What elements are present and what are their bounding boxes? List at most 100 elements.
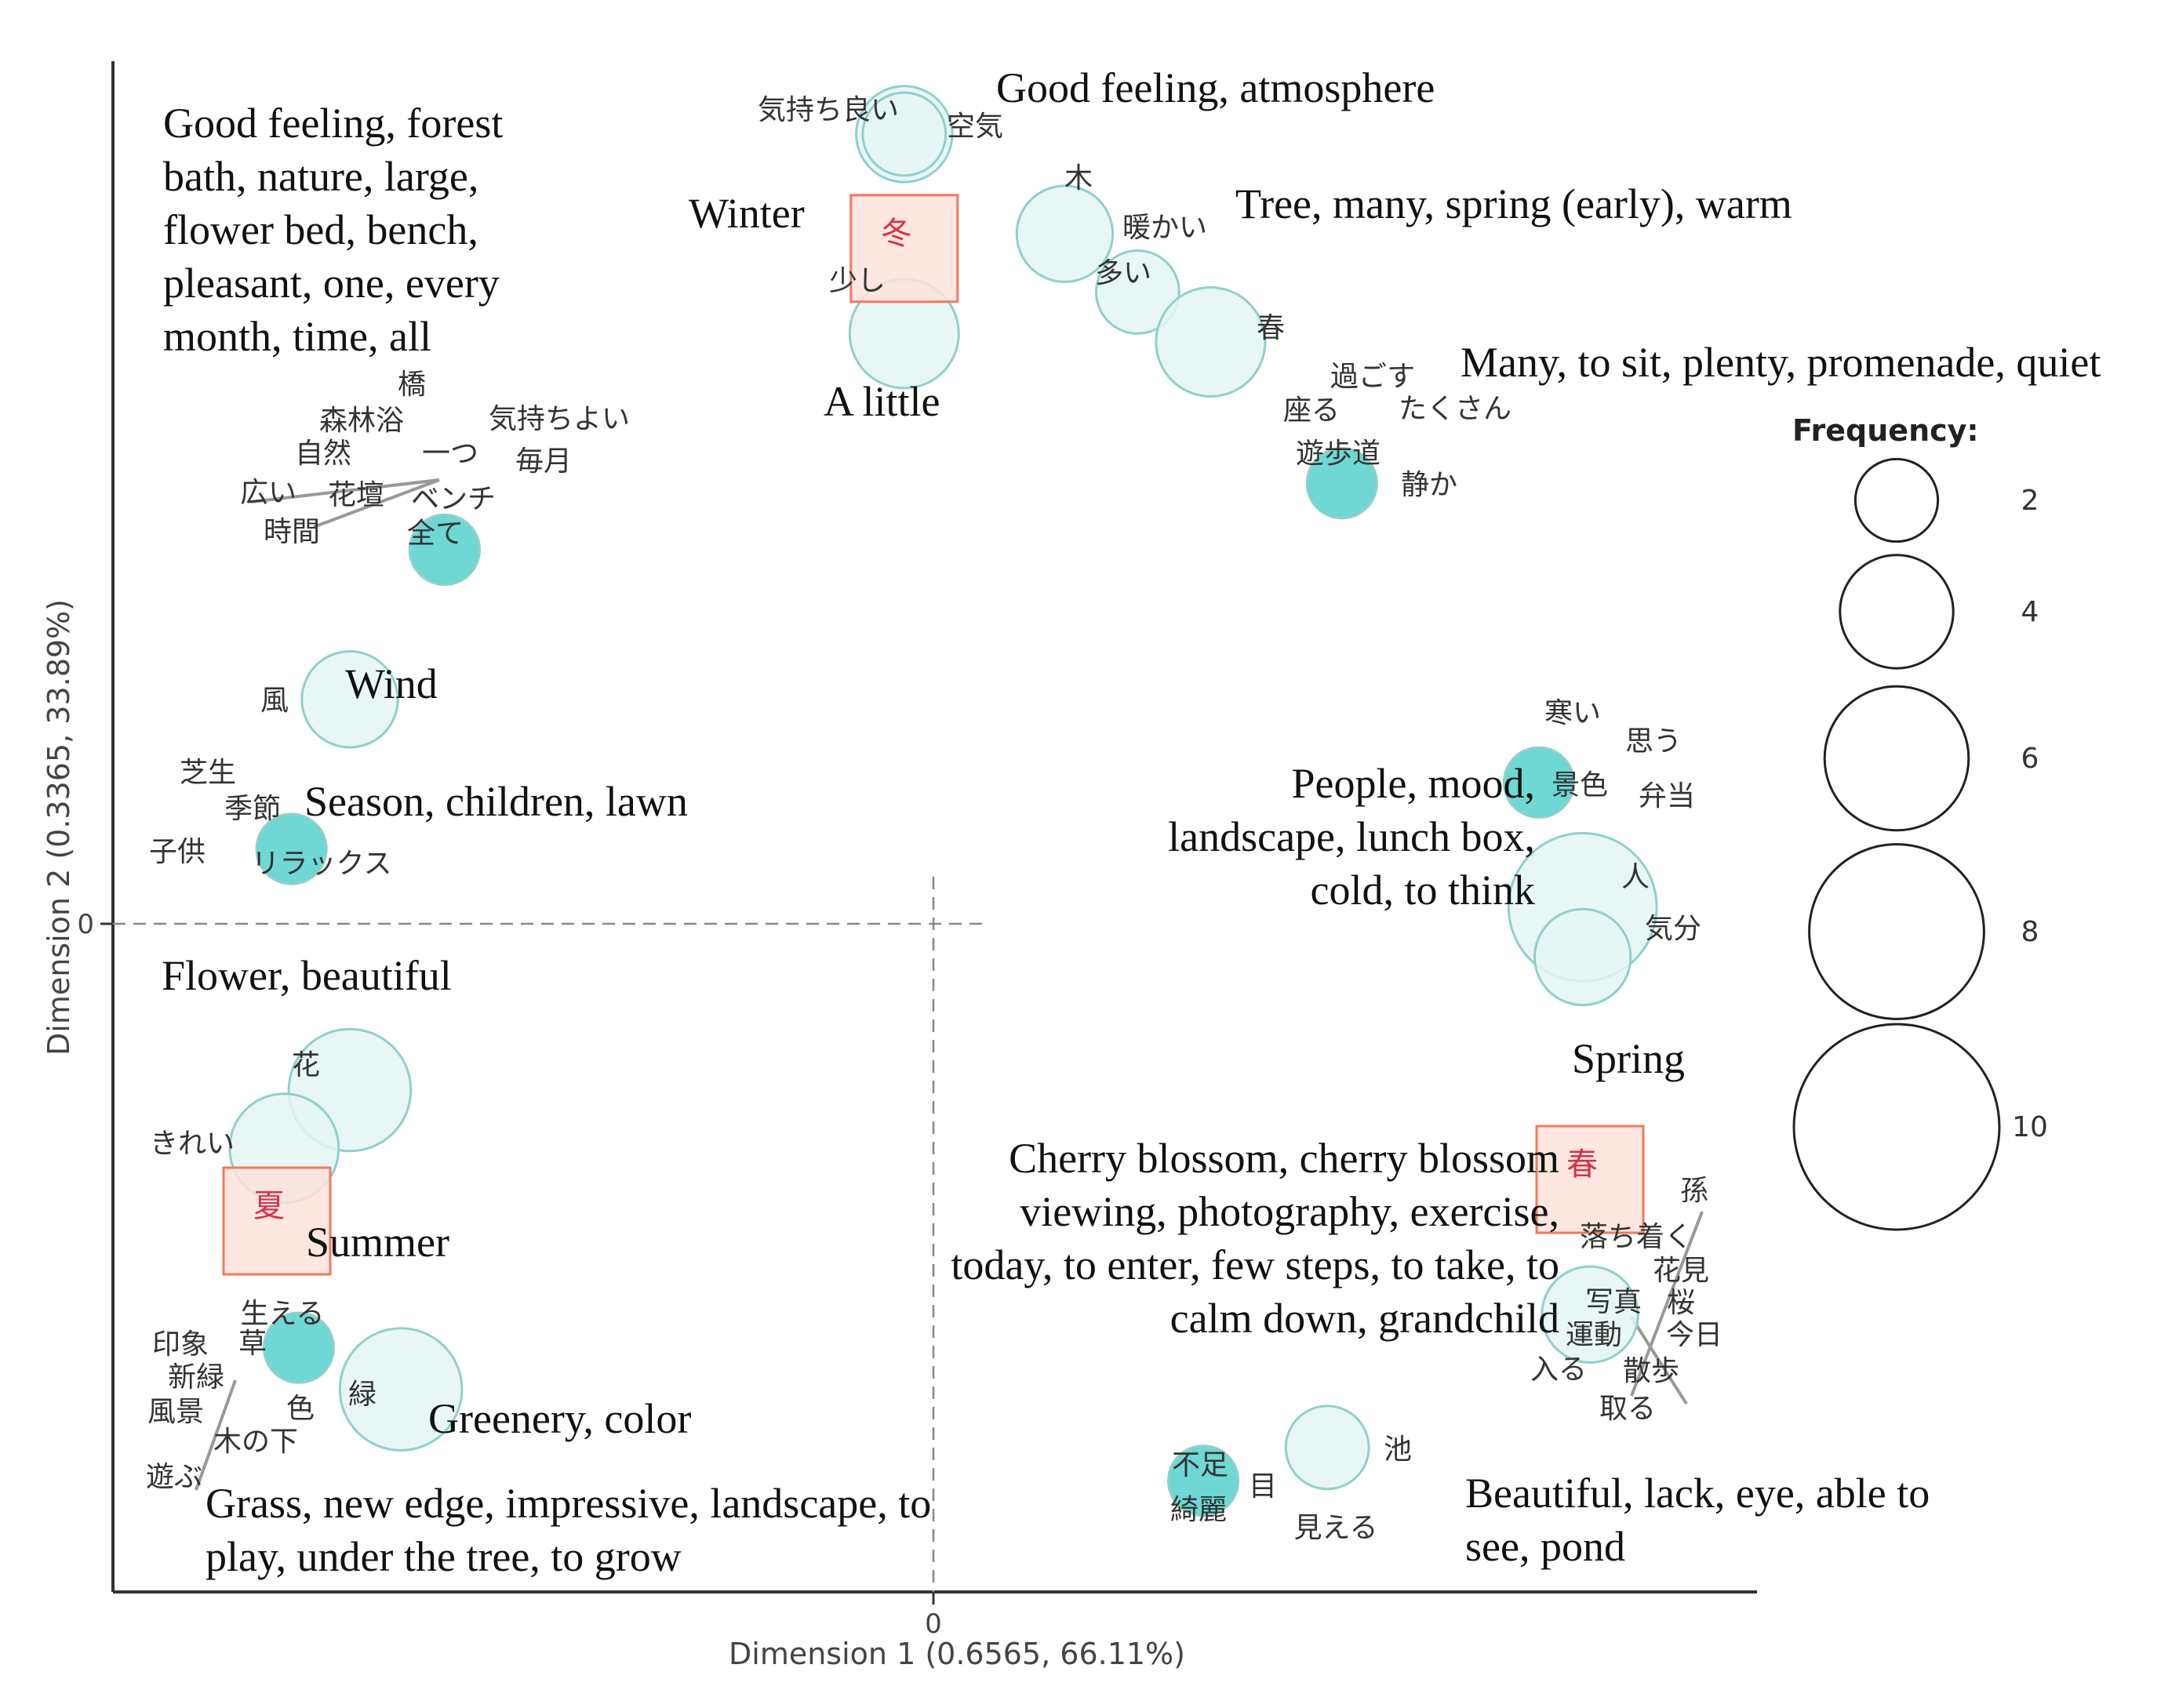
bubble-24 — [255, 812, 328, 885]
word-label-18: 広い — [240, 477, 296, 509]
word-label-56: 入る — [1530, 1354, 1587, 1386]
word-label-33: 気分 — [1645, 913, 1701, 945]
legend-circle-3 — [1808, 843, 1985, 1020]
bubble-23 — [300, 650, 399, 749]
annotation-26: see, pond — [1465, 1523, 1625, 1570]
annotation-23: today, to enter, few steps, to take, to — [951, 1241, 1559, 1288]
word-label-3: 暖かい — [1122, 212, 1207, 244]
word-label-36: 生える — [241, 1298, 325, 1330]
annotation-6: bath, nature, large, — [163, 153, 478, 200]
word-label-24: 芝生 — [180, 757, 236, 789]
annotation-17: Summer — [306, 1219, 449, 1266]
word-label-48: 綺麗 — [1170, 1494, 1227, 1526]
annotation-12: People, mood, — [1292, 760, 1535, 807]
annotation-7: flower bed, bench, — [163, 206, 478, 253]
word-label-50: 落ち着く — [1580, 1221, 1693, 1253]
word-label-9: たくさん — [1399, 393, 1511, 425]
bubble-28 — [1502, 746, 1576, 819]
word-label-41: 木の下 — [213, 1426, 298, 1458]
word-label-16: 一つ — [422, 438, 478, 470]
word-label-5: 春 — [1257, 312, 1285, 344]
x-zero-tick: 0 — [925, 1608, 942, 1640]
word-label-59: 孫 — [1680, 1175, 1708, 1207]
annotation-16: Flower, beautiful — [162, 952, 452, 999]
word-label-43: 色 — [286, 1393, 315, 1425]
annotation-11: Season, children, lawn — [304, 778, 688, 825]
word-label-1: 空気 — [947, 111, 1003, 143]
annotation-15: Spring — [1572, 1035, 1685, 1082]
bubble-12 — [408, 513, 482, 587]
season-label-1: 夏 — [253, 1188, 285, 1224]
word-label-4: 多い — [1095, 257, 1151, 289]
legend-title: Frequency: — [1792, 413, 1979, 448]
word-label-54: 運動 — [1566, 1319, 1622, 1351]
season-box-0 — [849, 194, 959, 303]
word-label-8: 座る — [1283, 394, 1340, 427]
word-label-10: 遊歩道 — [1296, 438, 1381, 470]
leader-line-3 — [1630, 1211, 1704, 1397]
annotation-13: landscape, lunch box, — [1168, 813, 1535, 860]
annotation-24: calm down, grandchild — [1170, 1295, 1559, 1342]
leader-line-0 — [250, 478, 440, 503]
bubble-7 — [1305, 447, 1378, 520]
word-label-21: 時間 — [264, 516, 320, 548]
bubble-1 — [861, 91, 948, 177]
annotation-25: Beautiful, lack, eye, able to — [1465, 1470, 1930, 1517]
annotation-10: Wind — [345, 660, 438, 707]
word-label-0: 気持ち良い — [758, 94, 899, 126]
word-label-28: 寒い — [1544, 697, 1601, 729]
legend-label-4: 10 — [2012, 1111, 2048, 1143]
word-label-13: 森林浴 — [319, 405, 404, 437]
season-box-2 — [1535, 1125, 1645, 1234]
annotation-20: play, under the tree, to grow — [206, 1533, 682, 1580]
word-label-12: 橋 — [398, 369, 426, 401]
word-label-20: ベンチ — [411, 483, 496, 515]
legend-circle-4 — [1792, 1023, 2001, 1231]
word-label-19: 花壇 — [328, 479, 384, 511]
annotation-9: month, time, all — [163, 313, 431, 360]
word-label-39: 新緑 — [168, 1361, 224, 1394]
word-label-52: 写真 — [1585, 1286, 1642, 1318]
word-label-51: 花見 — [1653, 1255, 1709, 1287]
legend-circle-0 — [1853, 457, 1940, 543]
annotation-1: Tree, many, spring (early), warm — [1235, 180, 1792, 227]
word-label-30: 景色 — [1551, 769, 1608, 801]
annotation-4: Many, to sit, plenty, promenade, quiet — [1461, 339, 2101, 386]
legend-label-0: 2 — [2021, 485, 2039, 517]
season-box-1 — [222, 1166, 332, 1276]
word-label-32: 人 — [1621, 861, 1650, 893]
word-label-38: 草 — [238, 1328, 267, 1360]
word-label-6: 少し — [829, 265, 886, 297]
season-label-0: 冬 — [881, 216, 912, 252]
word-label-49: 見える — [1294, 1512, 1378, 1544]
bubble-43 — [338, 1327, 464, 1452]
word-label-11: 静か — [1401, 469, 1457, 501]
word-label-27: リラックス — [252, 848, 392, 880]
word-label-31: 弁当 — [1639, 780, 1695, 812]
word-label-47: 目 — [1249, 1470, 1277, 1503]
annotation-3: A little — [824, 378, 940, 425]
word-label-26: 子供 — [149, 836, 206, 868]
bubble-5 — [1155, 286, 1267, 398]
leader-line-2 — [195, 1379, 237, 1491]
annotation-14: cold, to think — [1311, 867, 1535, 914]
bubble-46 — [1167, 1445, 1240, 1517]
word-label-45: 池 — [1384, 1434, 1412, 1466]
bubble-3 — [1095, 249, 1180, 335]
word-label-23: 風 — [260, 685, 289, 717]
annotation-8: pleasant, one, every — [163, 260, 500, 307]
word-label-22: 全て — [407, 518, 464, 550]
word-label-25: 季節 — [224, 793, 281, 825]
legend-label-1: 4 — [2021, 596, 2039, 628]
annotation-22: viewing, photography, exercise, — [1020, 1188, 1559, 1235]
annotation-0: Good feeling, atmosphere — [996, 64, 1435, 111]
annotation-19: Grass, new edge, impressive, landscape, … — [206, 1480, 931, 1527]
word-label-15: 自然 — [295, 438, 351, 470]
bubble-50 — [1541, 1265, 1639, 1364]
word-label-46: 不足 — [1172, 1449, 1228, 1481]
legend-circle-1 — [1839, 554, 1955, 670]
leader-line-1 — [313, 478, 440, 529]
word-label-17: 毎月 — [515, 445, 572, 478]
bubble-45 — [1284, 1405, 1370, 1491]
